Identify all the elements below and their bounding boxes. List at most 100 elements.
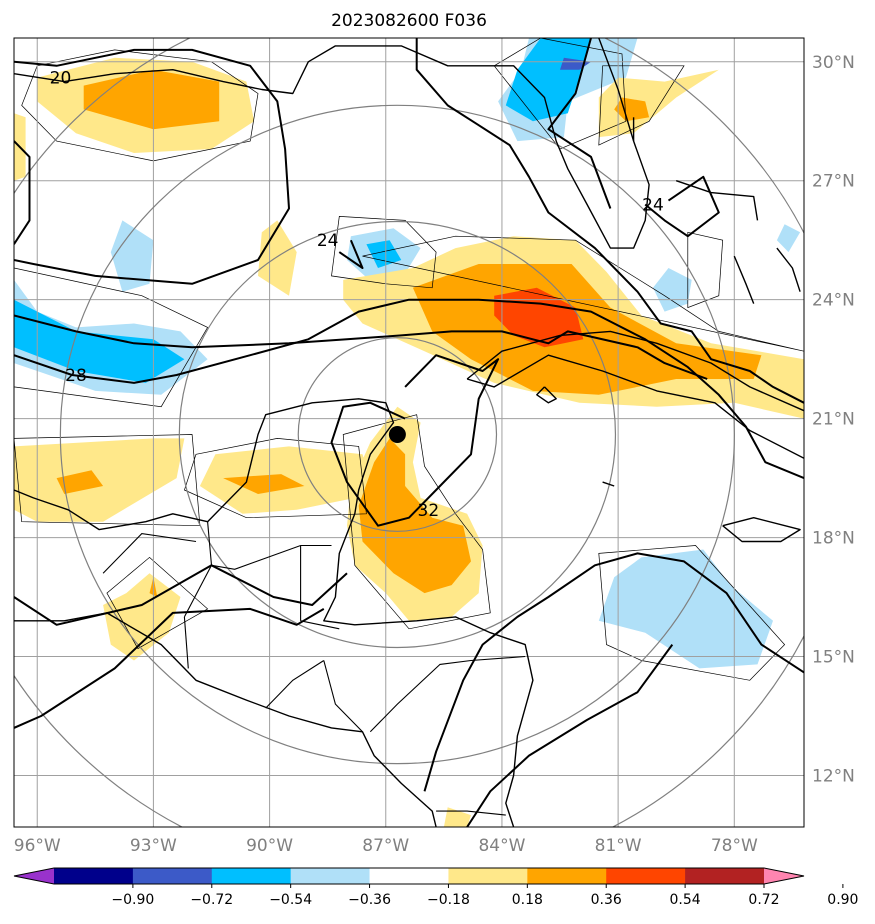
longitude-label: 84°W (478, 836, 525, 856)
shaded-region (598, 549, 773, 669)
range-ring (297, 337, 498, 532)
storm-center-dot (388, 425, 406, 443)
shaded-region (56, 470, 104, 494)
latitude-labels: 30°N 27°N 24°N 21°N 18°N 15°N 12°N (812, 53, 855, 787)
colorbar-tick-label: 0.18 (512, 892, 543, 908)
colorbar-swatch (211, 868, 292, 884)
range-ring (59, 104, 735, 765)
map-layer: 20 24 24 28 32 (14, 38, 804, 827)
thin-contour-outlines (14, 38, 804, 681)
contour-line (14, 314, 708, 380)
colorbar-swatch (54, 868, 134, 884)
colorbar-swatch (290, 868, 371, 884)
shaded-region (366, 240, 402, 268)
colorbar-tick-label: 0.90 (827, 892, 858, 908)
colorbar-swatch (132, 868, 213, 884)
country-border (102, 533, 197, 574)
colorbar-tick-label: −0.54 (269, 892, 312, 908)
shaded-region (776, 224, 801, 253)
contour-label: 20 (50, 69, 72, 89)
thin-contour (331, 216, 437, 289)
colorbar-tick-label: −0.36 (348, 892, 391, 908)
country-border (369, 655, 526, 733)
thin-contour (21, 49, 259, 162)
latitude-label: 18°N (812, 529, 855, 549)
storm-marker (388, 425, 406, 443)
contour-line (547, 38, 612, 209)
range-rings (14, 38, 804, 827)
longitude-label: 90°W (246, 836, 293, 856)
colorbar-swatch (606, 868, 686, 884)
thin-contour (183, 438, 367, 519)
latitude-label: 21°N (812, 410, 855, 430)
contour-line (466, 644, 674, 827)
country-border (183, 565, 212, 618)
latitude-label: 24°N (812, 291, 855, 311)
colorbar: −0.90 −0.72 −0.54 −0.36 −0.18 0.18 0.36 0.54 0.7… (13, 867, 858, 908)
shaded-anomaly-regions (14, 38, 804, 827)
longitude-label: 81°W (595, 836, 642, 856)
latitude-label: 12°N (812, 766, 855, 786)
shaded-region (83, 69, 220, 130)
colorbar-outline (13, 867, 805, 885)
longitude-label: 78°W (711, 836, 758, 856)
colorbar-max-extend (764, 868, 804, 884)
colorbar-swatch (448, 868, 528, 884)
colorbar-swatch (685, 868, 765, 884)
coastline (675, 180, 759, 221)
range-ring (178, 220, 617, 649)
contour-line (338, 239, 364, 269)
coastline (733, 255, 755, 304)
shaded-region (14, 438, 185, 522)
contour-line (644, 175, 720, 238)
colorbar-tick-label: −0.90 (111, 892, 154, 908)
colorbar-tick-label: 0.54 (670, 892, 701, 908)
thin-contour (598, 65, 685, 146)
longitude-label: 87°W (362, 836, 409, 856)
coastline (207, 398, 534, 827)
contour-line (14, 48, 290, 285)
coastline (14, 489, 208, 531)
coastline (14, 38, 650, 249)
coastline (776, 247, 801, 292)
colorbar-min-extend (14, 868, 54, 884)
country-border (207, 521, 332, 570)
thin-contour (342, 414, 491, 630)
contour-label: 32 (418, 501, 440, 521)
colorbar-tick-label: 0.72 (748, 892, 779, 908)
thin-contour (14, 267, 209, 408)
thin-contour (362, 235, 804, 352)
country-border (300, 620, 340, 630)
shaded-region (110, 220, 154, 292)
shaded-region (14, 299, 185, 383)
contour-line (423, 552, 804, 792)
colorbar-tick-label: −0.72 (190, 892, 233, 908)
colorbar-swatch (527, 868, 607, 884)
longitude-label: 93°W (130, 836, 177, 856)
contour-line (14, 298, 804, 480)
shaded-region (258, 220, 297, 296)
country-border (323, 660, 363, 733)
shaded-region (443, 807, 471, 827)
contour-line (14, 607, 325, 729)
latitude-label: 27°N (812, 172, 855, 192)
country-borders (102, 521, 526, 816)
coastlines (14, 38, 804, 827)
longitude-label: 96°W (14, 836, 61, 856)
thin-contour (106, 556, 209, 650)
contour-label: 24 (317, 231, 339, 251)
country-border (436, 810, 506, 816)
lat-lon-grid (14, 38, 804, 827)
contour-labels: 20 24 24 28 32 (50, 69, 664, 521)
coastline (466, 330, 804, 412)
shaded-region (653, 268, 692, 312)
map-title: 2023082600 F036 (331, 11, 487, 31)
thin-contour (687, 231, 724, 309)
coastline (722, 517, 801, 543)
thick-contours (14, 38, 804, 827)
coastline (14, 232, 15, 236)
country-border (265, 660, 325, 709)
contour-label: 24 (642, 195, 664, 215)
colorbar-tick-label: −0.18 (427, 892, 470, 908)
